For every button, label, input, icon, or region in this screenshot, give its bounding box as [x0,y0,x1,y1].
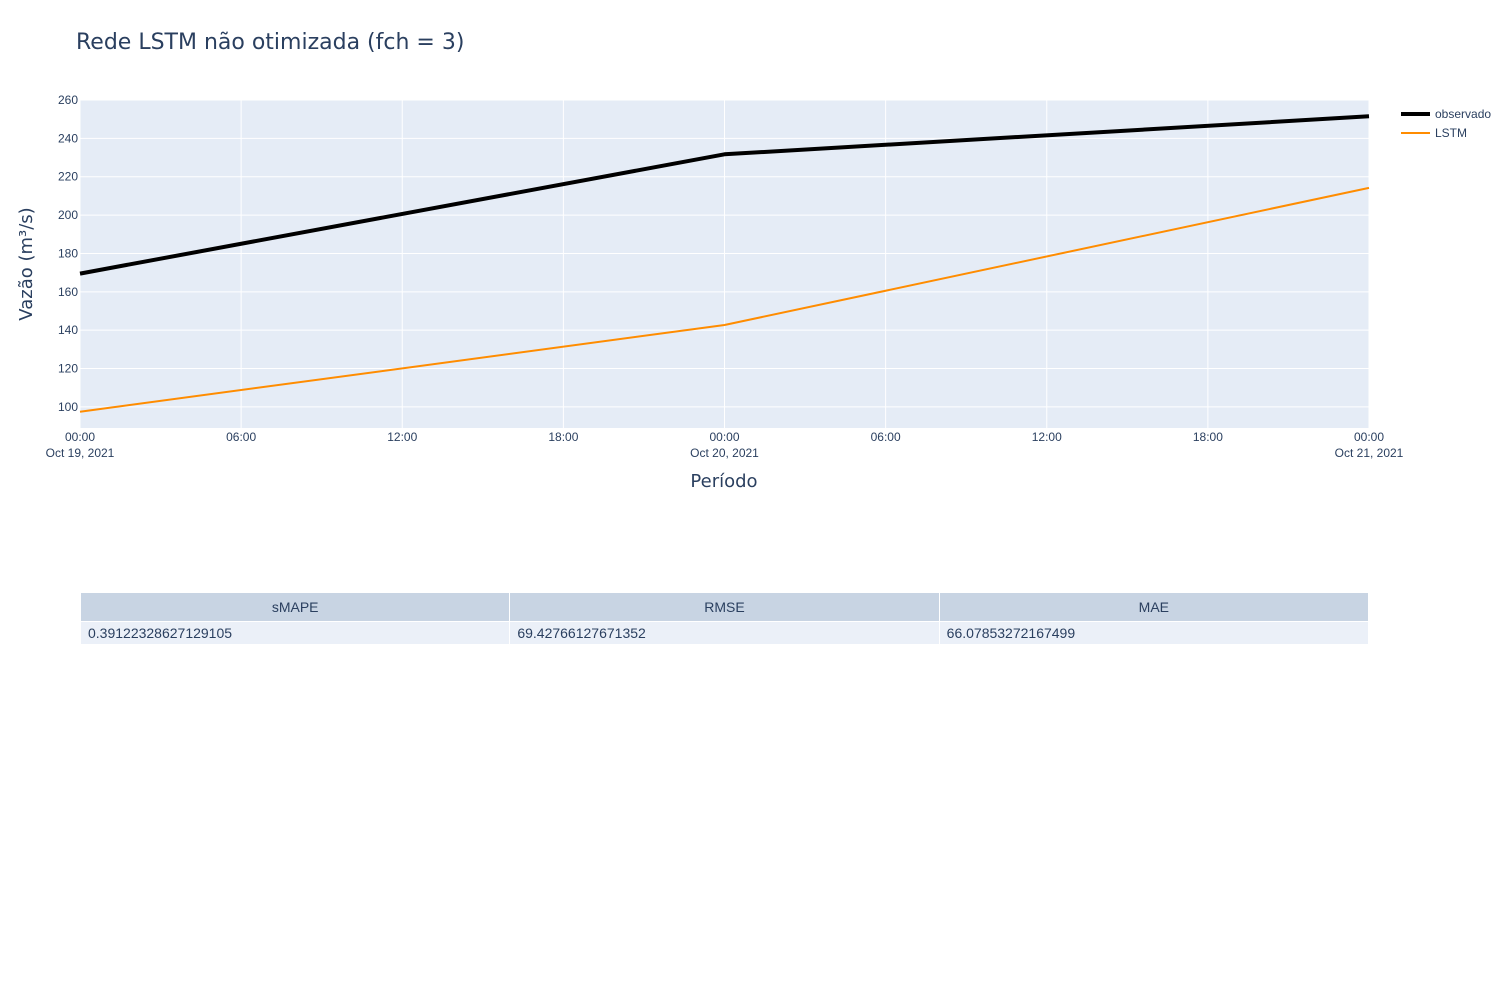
x-axis-title: Período [690,471,757,492]
y-tick-label: 160 [58,285,78,299]
y-tick-label: 100 [58,400,78,414]
table-row: 0.39122328627129105 69.42766127671352 66… [79,621,1370,645]
x-tick-date-label: Oct 20, 2021 [690,446,759,460]
gridlines [79,99,1370,428]
x-tick-label: 18:00 [548,430,578,444]
cell-mae: 66.07853272167499 [938,621,1370,645]
y-tick-label: 140 [58,323,78,337]
x-axis-ticks: 00:00 Oct 19, 2021 06:00 12:00 18:00 00:00 Oct… [46,430,1404,460]
x-tick-date-label: Oct 21, 2021 [1335,446,1404,460]
y-tick-label: 260 [58,93,78,107]
y-tick-label: 120 [58,362,78,376]
x-tick-label: 00:00 [709,430,739,444]
y-axis-ticks: 100 120 140 160 180 200 220 240 260 [58,93,78,414]
y-tick-label: 180 [58,246,78,260]
y-axis-title: Vazão (m³/s) [16,207,37,320]
x-tick-date-label: Oct 19, 2021 [46,446,115,460]
y-tick-label: 240 [58,131,78,145]
cell-rmse: 69.42766127671352 [509,621,940,645]
x-tick-label: 12:00 [1032,430,1062,444]
x-tick-label: 06:00 [871,430,901,444]
cell-smape: 0.39122328627129105 [79,621,511,645]
series-lines [79,114,1370,413]
legend-item-observado[interactable]: observado [1401,107,1491,121]
series-line-lstm [79,186,1370,413]
x-tick-label: 00:00 [1354,430,1384,444]
metrics-header-row: sMAPE RMSE MAE [79,592,1370,622]
legend[interactable]: observado LSTM [1401,107,1491,140]
chart-title: Rede LSTM não otimizada (fch = 3) [76,30,464,55]
line-chart: Rede LSTM não otimizada (fch = 3) 100 120… [16,30,1491,492]
header-smape: sMAPE [79,592,511,622]
x-tick-label: 06:00 [226,430,256,444]
metrics-table: sMAPE RMSE MAE 0.39122328627129105 69.42… [79,592,1370,645]
x-tick-label: 18:00 [1193,430,1223,444]
legend-item-lstm[interactable]: LSTM [1401,126,1467,140]
x-tick-label: 12:00 [387,430,417,444]
header-rmse: RMSE [509,592,940,622]
legend-label: observado [1435,107,1491,121]
series-line-observado [79,114,1370,276]
legend-label: LSTM [1435,126,1467,140]
x-tick-label: 00:00 [65,430,95,444]
y-tick-label: 200 [58,208,78,222]
header-mae: MAE [938,592,1370,622]
y-tick-label: 220 [58,170,78,184]
